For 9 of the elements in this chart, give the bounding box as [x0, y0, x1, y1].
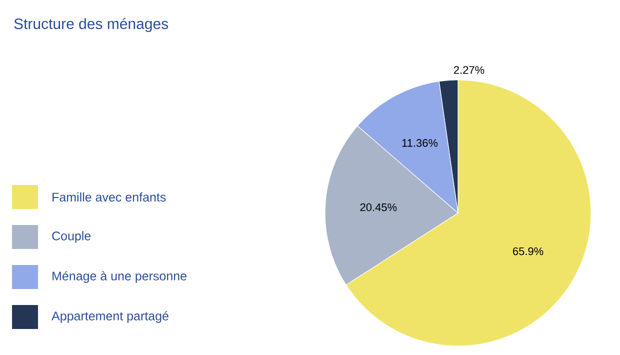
chart-title: Structure des ménages [14, 18, 168, 32]
legend-label: Ménage à une personne [52, 271, 186, 283]
legend-label: Famille avec enfants [52, 192, 166, 202]
data-label: 65.9% [513, 247, 544, 256]
data-label: 2.27% [454, 66, 484, 74]
legend-label: Couple [52, 231, 91, 243]
data-label: 11.36% [402, 139, 438, 147]
legend-label: Appartement partagé [52, 311, 168, 323]
data-label: 20.45% [360, 203, 397, 212]
